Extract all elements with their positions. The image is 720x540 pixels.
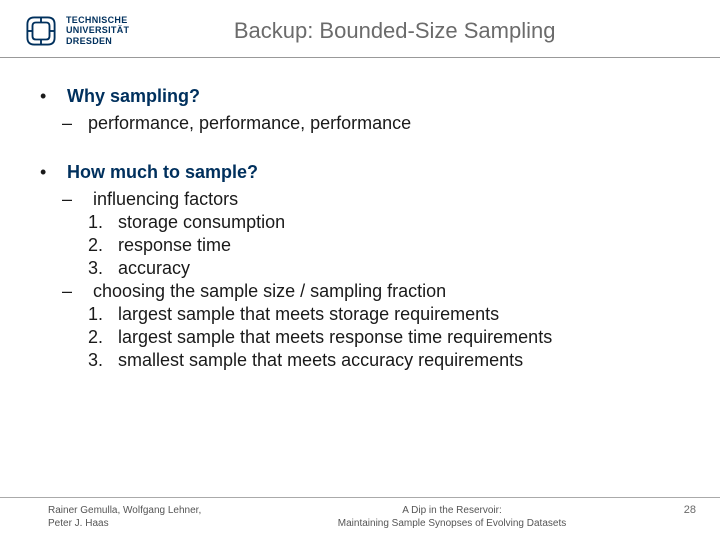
institution-logo: TECHNISCHE UNIVERSITÄT DRESDEN <box>24 14 129 48</box>
slide-header: TECHNISCHE UNIVERSITÄT DRESDEN Backup: B… <box>0 0 720 58</box>
tu-dresden-icon <box>24 14 58 48</box>
institution-line: UNIVERSITÄT <box>66 25 129 35</box>
numbered-item: response time <box>88 235 688 256</box>
institution-line: TECHNISCHE <box>66 15 129 25</box>
numbered-item: largest sample that meets storage requir… <box>88 304 688 325</box>
section-heading: How much to sample? <box>67 162 258 182</box>
talk-title-line: A Dip in the Reservoir: <box>248 504 656 517</box>
slide-footer: Rainer Gemulla, Wolfgang Lehner, Peter J… <box>0 497 720 540</box>
sub-bullet: choosing the sample size / sampling frac… <box>62 281 688 371</box>
sub-bullet-text: choosing the sample size / sampling frac… <box>93 281 446 301</box>
numbered-item: storage consumption <box>88 212 688 233</box>
institution-name: TECHNISCHE UNIVERSITÄT DRESDEN <box>66 15 129 46</box>
slide-title: Backup: Bounded-Size Sampling <box>129 18 700 44</box>
section-heading: Why sampling? <box>67 86 200 106</box>
authors-line: Rainer Gemulla, Wolfgang Lehner, <box>48 504 248 517</box>
footer-authors: Rainer Gemulla, Wolfgang Lehner, Peter J… <box>48 504 248 530</box>
talk-title-line: Maintaining Sample Synopses of Evolving … <box>248 517 656 530</box>
authors-line: Peter J. Haas <box>48 517 248 530</box>
numbered-item: accuracy <box>88 258 688 279</box>
bullet-section: How much to sample? influencing factors … <box>40 162 688 371</box>
institution-line: DRESDEN <box>66 36 129 46</box>
bullet-section: Why sampling? performance, performance, … <box>40 86 688 134</box>
slide-body: Why sampling? performance, performance, … <box>0 58 720 371</box>
numbered-item: largest sample that meets response time … <box>88 327 688 348</box>
footer-talk-title: A Dip in the Reservoir: Maintaining Samp… <box>248 504 656 530</box>
sub-bullet-text: influencing factors <box>93 189 238 209</box>
numbered-item: smallest sample that meets accuracy requ… <box>88 350 688 371</box>
page-number: 28 <box>656 504 696 516</box>
sub-bullet: influencing factors storage consumption … <box>62 189 688 279</box>
sub-bullet: performance, performance, performance <box>62 113 688 134</box>
